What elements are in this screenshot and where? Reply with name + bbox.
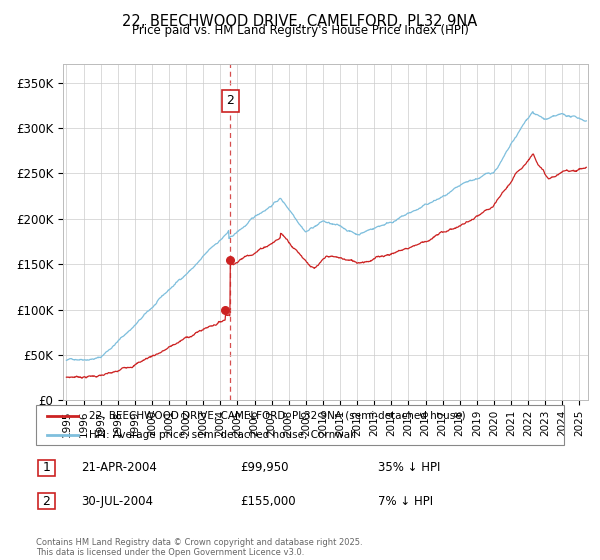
- Text: £99,950: £99,950: [240, 461, 289, 474]
- Text: Price paid vs. HM Land Registry's House Price Index (HPI): Price paid vs. HM Land Registry's House …: [131, 24, 469, 37]
- Text: 1: 1: [42, 461, 50, 474]
- Text: £155,000: £155,000: [240, 494, 296, 508]
- Text: 22, BEECHWOOD DRIVE, CAMELFORD, PL32 9NA: 22, BEECHWOOD DRIVE, CAMELFORD, PL32 9NA: [122, 14, 478, 29]
- Text: 2: 2: [42, 494, 50, 508]
- Text: 7% ↓ HPI: 7% ↓ HPI: [378, 494, 433, 508]
- Text: 30-JUL-2004: 30-JUL-2004: [81, 494, 153, 508]
- Text: Contains HM Land Registry data © Crown copyright and database right 2025.
This d: Contains HM Land Registry data © Crown c…: [36, 538, 362, 557]
- Text: 35% ↓ HPI: 35% ↓ HPI: [378, 461, 440, 474]
- Text: HPI: Average price, semi-detached house, Cornwall: HPI: Average price, semi-detached house,…: [89, 430, 356, 440]
- Bar: [38, 460, 55, 475]
- Text: 21-APR-2004: 21-APR-2004: [81, 461, 157, 474]
- Text: 22, BEECHWOOD DRIVE, CAMELFORD, PL32 9NA (semi-detached house): 22, BEECHWOOD DRIVE, CAMELFORD, PL32 9NA…: [89, 411, 466, 421]
- Bar: [38, 493, 55, 509]
- Text: 2: 2: [226, 94, 234, 107]
